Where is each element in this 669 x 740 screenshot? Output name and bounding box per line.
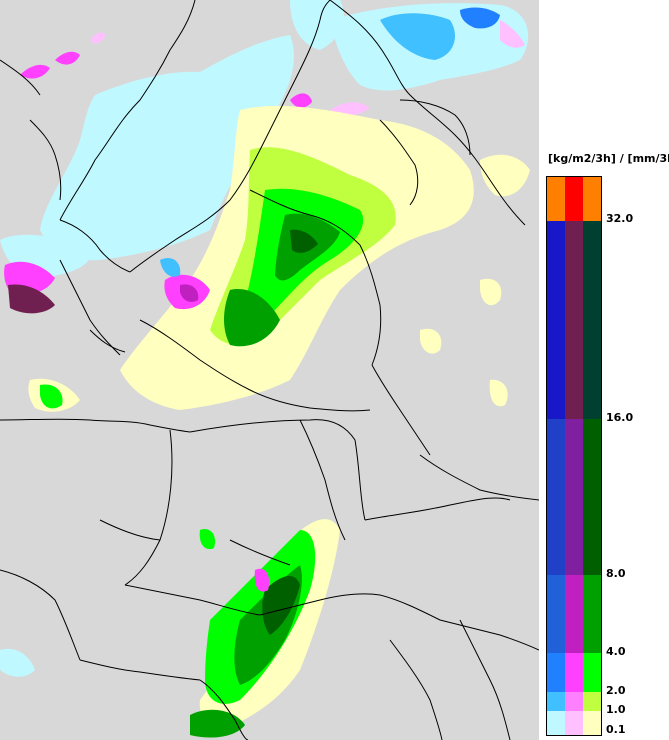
legend-band-snow-1 bbox=[547, 221, 565, 419]
legend-band-snow-4 bbox=[547, 653, 565, 692]
legend-tick-32: 32.0 bbox=[606, 212, 634, 225]
legend-tick-2: 2.0 bbox=[606, 684, 626, 697]
legend-units-label: [kg/m2/3h] / [mm/3h] bbox=[548, 152, 669, 165]
legend-band-mixed-4 bbox=[565, 653, 583, 692]
legend-band-rain-0 bbox=[583, 177, 601, 221]
legend-tick-4: 4.0 bbox=[606, 645, 626, 658]
mixed-precip-area bbox=[4, 257, 270, 592]
legend-band-snow-6 bbox=[547, 711, 565, 735]
legend-tick-0-1: 0.1 bbox=[606, 723, 626, 736]
legend-band-rain-4 bbox=[583, 653, 601, 692]
legend-band-rain-6 bbox=[583, 711, 601, 735]
legend-band-rain-5 bbox=[583, 692, 601, 711]
legend-tick-8: 8.0 bbox=[606, 567, 626, 580]
legend-bands bbox=[547, 177, 601, 735]
legend-band-snow-5 bbox=[547, 692, 565, 711]
legend-band-mixed-2 bbox=[565, 419, 583, 575]
legend-band-mixed-0 bbox=[565, 177, 583, 221]
legend-band-mixed-6 bbox=[565, 711, 583, 735]
legend-band-mixed-3 bbox=[565, 575, 583, 653]
precipitation-map bbox=[0, 0, 539, 740]
legend-color-scale bbox=[546, 176, 602, 736]
snow-precip-area bbox=[0, 0, 529, 278]
legend-band-snow-3 bbox=[547, 575, 565, 653]
legend-band-mixed-1 bbox=[565, 221, 583, 419]
legend-band-mixed-5 bbox=[565, 692, 583, 711]
legend-tick-16: 16.0 bbox=[606, 411, 634, 424]
legend-band-rain-2 bbox=[583, 419, 601, 575]
legend-band-snow-0 bbox=[547, 177, 565, 221]
legend-band-rain-3 bbox=[583, 575, 601, 653]
rain-precip-moderate bbox=[40, 147, 396, 738]
legend-tick-1: 1.0 bbox=[606, 703, 626, 716]
legend-band-rain-1 bbox=[583, 221, 601, 419]
legend-band-snow-2 bbox=[547, 419, 565, 575]
map-borders bbox=[0, 0, 539, 740]
